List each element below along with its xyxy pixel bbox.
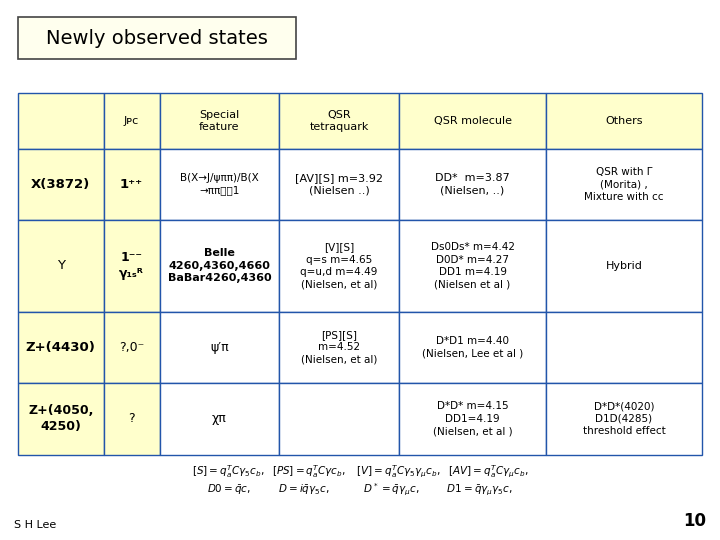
Text: [V][S]
q=s m=4.65
q=u,d m=4.49
(Nielsen, et al): [V][S] q=s m=4.65 q=u,d m=4.49 (Nielsen,…: [300, 242, 378, 289]
Text: 10: 10: [683, 512, 706, 530]
Text: QSR with Γ
(Morita) ,
Mixture with cc: QSR with Γ (Morita) , Mixture with cc: [584, 167, 664, 202]
Text: Jᴘᴄ: Jᴘᴄ: [124, 116, 139, 126]
Bar: [160, 149, 279, 220]
Text: ?: ?: [128, 413, 135, 426]
Bar: [546, 149, 702, 220]
Text: D*D1 m=4.40
(Nielsen, Lee et al ): D*D1 m=4.40 (Nielsen, Lee et al ): [422, 336, 523, 359]
Text: χπ: χπ: [212, 413, 227, 426]
Text: DD*  m=3.87
(Nielsen, ..): DD* m=3.87 (Nielsen, ..): [435, 173, 510, 195]
Bar: [399, 149, 546, 220]
Bar: [399, 93, 546, 149]
Bar: [104, 93, 160, 149]
Text: Hybrid: Hybrid: [606, 261, 642, 271]
Bar: [18, 93, 104, 149]
Bar: [18, 383, 104, 455]
Bar: [160, 220, 279, 312]
Text: Z+(4050,
4250): Z+(4050, 4250): [28, 404, 94, 433]
Bar: [104, 312, 160, 383]
Bar: [279, 220, 399, 312]
Bar: [279, 93, 399, 149]
Text: Z+(4430): Z+(4430): [26, 341, 96, 354]
Bar: [160, 93, 279, 149]
Text: Y: Y: [57, 259, 65, 272]
Bar: [160, 312, 279, 383]
Bar: [18, 312, 104, 383]
Text: QSR
tetraquark: QSR tetraquark: [310, 110, 369, 132]
Text: D*D*(4020)
D1D(4285)
threshold effect: D*D*(4020) D1D(4285) threshold effect: [582, 401, 665, 436]
Text: Newly observed states: Newly observed states: [46, 29, 268, 48]
Bar: [18, 220, 104, 312]
Text: $D0=\bar{q}c,$        $D=i\bar{q}\gamma_5c,$          $D^*=\bar{q}\gamma_\mu c,$: $D0=\bar{q}c,$ $D=i\bar{q}\gamma_5c,$ $D…: [207, 482, 513, 498]
Text: X(3872): X(3872): [31, 178, 91, 191]
Text: [AV][S] m=3.92
(Nielsen ..): [AV][S] m=3.92 (Nielsen ..): [295, 173, 383, 195]
Text: B(X→J/ψππ)/B(X
→ππ）＝1: B(X→J/ψππ)/B(X →ππ）＝1: [180, 173, 258, 195]
Bar: [399, 383, 546, 455]
Text: Belle
4260,4360,4660
BaBar4260,4360: Belle 4260,4360,4660 BaBar4260,4360: [168, 248, 271, 284]
Bar: [104, 383, 160, 455]
Text: QSR molecule: QSR molecule: [433, 116, 511, 126]
Bar: [399, 312, 546, 383]
Text: ?,0⁻: ?,0⁻: [119, 341, 144, 354]
Bar: [399, 220, 546, 312]
Text: Others: Others: [606, 116, 643, 126]
Text: 1⁺⁺: 1⁺⁺: [120, 178, 143, 191]
Bar: [104, 149, 160, 220]
Text: ψ′π: ψ′π: [210, 341, 229, 354]
Text: Special
feature: Special feature: [199, 110, 240, 132]
Bar: [279, 383, 399, 455]
Text: 1⁻⁻
γ₁ₛᴿ: 1⁻⁻ γ₁ₛᴿ: [119, 251, 144, 280]
Text: Ds0Ds* m=4.42
D0D* m=4.27
DD1 m=4.19
(Nielsen et al ): Ds0Ds* m=4.42 D0D* m=4.27 DD1 m=4.19 (Ni…: [431, 242, 515, 289]
Text: $[S]=q_a^TC\gamma_5c_b,$  $[PS]=q_a^TC\gamma c_b,$   $[V]=q_a^TC\gamma_5\gamma_\: $[S]=q_a^TC\gamma_5c_b,$ $[PS]=q_a^TC\ga…: [192, 464, 528, 480]
Bar: [546, 93, 702, 149]
Bar: [546, 220, 702, 312]
Bar: [104, 220, 160, 312]
Bar: [546, 312, 702, 383]
Bar: [160, 383, 279, 455]
Bar: [546, 383, 702, 455]
Bar: [18, 17, 296, 59]
Text: D*D* m=4.15
DD1=4.19
(Nielsen, et al ): D*D* m=4.15 DD1=4.19 (Nielsen, et al ): [433, 401, 513, 436]
Text: S H Lee: S H Lee: [14, 520, 56, 530]
Bar: [18, 149, 104, 220]
Text: [PS][S]
m=4.52
(Nielsen, et al): [PS][S] m=4.52 (Nielsen, et al): [301, 330, 377, 364]
Bar: [279, 149, 399, 220]
Bar: [279, 312, 399, 383]
